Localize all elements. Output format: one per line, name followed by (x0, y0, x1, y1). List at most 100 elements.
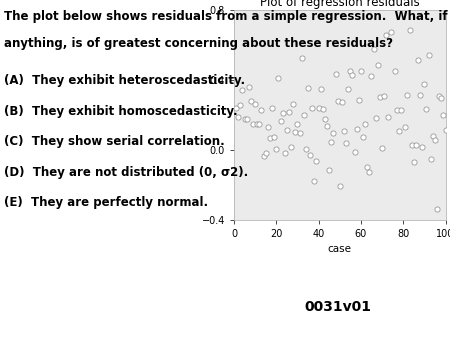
Point (442, 128, 449, 133)
Point (326, 168, 333, 173)
Point (319, 106, 326, 112)
Point (321, 116, 328, 122)
Point (256, 122, 263, 127)
Point (239, 88, 246, 93)
Point (438, 95, 445, 101)
Point (355, 97, 362, 103)
Point (393, 107, 400, 113)
Point (334, 99, 341, 104)
Point (233, 105, 240, 111)
Point (368, 73, 375, 79)
Point (414, 58, 422, 63)
Point (277, 118, 284, 123)
Text: (C)  They show serial correlation.: (C) They show serial correlation. (4, 135, 225, 148)
Text: anything, is of greatest concerning about these residuals?: anything, is of greatest concerning abou… (4, 37, 393, 50)
Point (302, 146, 310, 151)
Point (423, 106, 430, 112)
Point (429, 133, 436, 138)
Point (288, 145, 295, 150)
Point (385, 114, 392, 120)
Text: (E)  They are perfectly normal.: (E) They are perfectly normal. (4, 196, 209, 209)
Point (400, 223, 407, 229)
Point (387, 30, 394, 35)
Point (284, 127, 291, 132)
Point (345, 87, 352, 92)
Point (427, 156, 434, 162)
Point (298, 55, 305, 61)
Text: (B)  They exhibit homoscedasticity.: (B) They exhibit homoscedasticity. (4, 105, 238, 118)
Point (425, 52, 432, 57)
Point (378, 145, 386, 150)
Point (397, 107, 405, 113)
Point (292, 130, 299, 135)
Text: (D)  They are not distributed (0, σ2).: (D) They are not distributed (0, σ2). (4, 166, 249, 178)
Text: 0031v01: 0031v01 (304, 300, 371, 314)
Point (410, 160, 418, 165)
Point (391, 68, 398, 73)
Point (330, 130, 337, 136)
Point (433, 206, 441, 212)
Text: (A)  They exhibit heteroscedasticity.: (A) They exhibit heteroscedasticity. (4, 74, 246, 87)
Point (436, 93, 443, 98)
Point (294, 121, 301, 126)
Point (440, 112, 447, 117)
Point (396, 129, 403, 134)
Point (304, 86, 311, 91)
Point (273, 147, 280, 152)
Point (421, 81, 428, 86)
Point (248, 98, 255, 104)
Point (361, 121, 369, 126)
Point (285, 109, 292, 115)
Point (351, 149, 358, 154)
Point (306, 152, 314, 158)
Point (347, 68, 354, 73)
Point (360, 134, 367, 140)
Point (349, 72, 356, 77)
Point (364, 164, 371, 170)
Point (376, 94, 383, 99)
Point (357, 68, 364, 73)
Point (402, 125, 409, 130)
Point (281, 150, 288, 155)
Point (412, 142, 419, 147)
Point (342, 141, 350, 146)
Point (317, 86, 324, 92)
Point (431, 137, 438, 143)
Point (382, 33, 390, 38)
Point (252, 102, 259, 107)
Text: The plot below shows residuals from a simple regression.  What, if: The plot below shows residuals from a si… (4, 10, 448, 23)
Point (300, 113, 307, 118)
Point (241, 116, 248, 121)
Point (260, 153, 267, 159)
Point (374, 63, 382, 68)
Point (336, 183, 343, 189)
Point (237, 102, 244, 107)
Point (404, 92, 411, 97)
Point (324, 123, 331, 129)
Title: Plot of regression residuals: Plot of regression residuals (260, 0, 419, 9)
Point (296, 130, 303, 136)
Point (417, 93, 424, 98)
Point (309, 105, 316, 111)
Point (234, 114, 242, 120)
X-axis label: case: case (328, 244, 352, 254)
Point (269, 105, 276, 110)
Point (328, 140, 335, 145)
Point (243, 116, 250, 122)
Point (406, 27, 413, 33)
Point (264, 125, 271, 130)
Point (311, 178, 318, 184)
Point (353, 126, 360, 131)
Point (313, 158, 320, 163)
Point (290, 101, 297, 107)
Point (389, 226, 396, 231)
Point (249, 121, 256, 126)
Point (381, 94, 388, 99)
Point (370, 46, 377, 52)
Point (418, 144, 426, 150)
Point (332, 71, 339, 76)
Point (340, 128, 347, 134)
Point (408, 142, 415, 148)
Point (315, 105, 322, 111)
Point (275, 76, 282, 81)
